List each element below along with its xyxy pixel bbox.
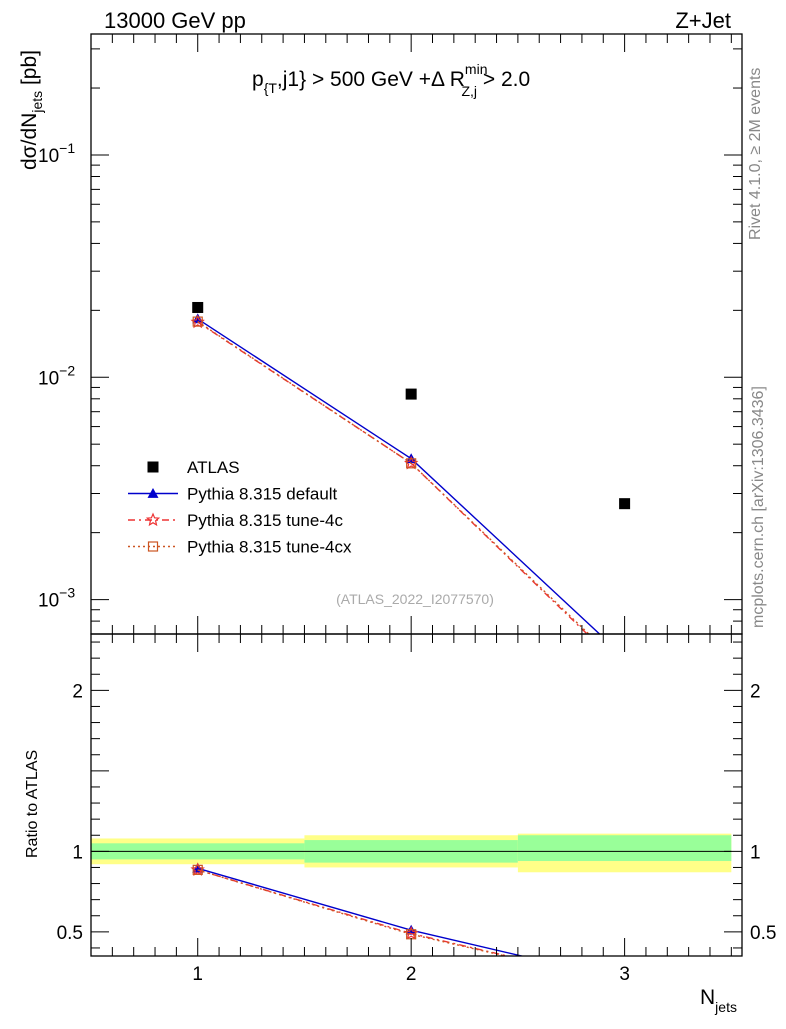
process-label: Z+Jet — [675, 8, 731, 33]
data-point — [192, 301, 204, 313]
ratio-y-tick-label-right: 1 — [750, 842, 761, 863]
legend-marker — [145, 512, 161, 527]
ratio-y-tick-label: 2 — [72, 681, 83, 702]
data-point — [620, 664, 629, 673]
ratio-panel-frame — [90, 633, 743, 957]
y-tick-label: 10−2 — [38, 362, 75, 389]
x-tick-label: 2 — [406, 964, 417, 985]
ratio-y-tick-label: 1 — [72, 842, 83, 863]
main-series-line — [197, 321, 590, 634]
energy-label: 13000 GeV pp — [104, 8, 246, 33]
legend-marker — [147, 488, 159, 498]
y-tick-label: 10−3 — [38, 585, 75, 612]
ratio-series-line — [197, 869, 511, 956]
ratio-y-tick-label-right: 0.5 — [750, 923, 776, 944]
cut-label: p{T,j1} > 500 GeV +Δ Rmin Z,j > 2.0 — [252, 61, 530, 99]
ratio-point — [192, 864, 203, 875]
data-point — [406, 458, 417, 469]
main-y-axis-label: dσ/dNjets [pb] — [18, 50, 45, 170]
uncertainty-band-inner — [517, 835, 732, 862]
legend-entry: Pythia 8.315 tune-4cx — [187, 538, 352, 557]
mcplots-label: mcplots.cern.ch [arXiv:1306.3436] — [750, 386, 767, 628]
data-point — [619, 498, 631, 510]
analysis-id: (ATLAS_2022_I2077570) — [336, 591, 494, 607]
data-point — [619, 652, 630, 662]
x-tick-label: 3 — [619, 964, 630, 985]
data-point — [192, 316, 203, 327]
data-point — [192, 313, 204, 324]
x-axis-label: Njets — [700, 986, 737, 1015]
legend-entry: Pythia 8.315 default — [187, 485, 338, 504]
x-tick-label: 1 — [192, 964, 203, 985]
legend-entry: ATLAS — [187, 458, 240, 477]
y-tick-label: 10−1 — [38, 140, 75, 167]
legend-marker — [147, 461, 159, 473]
rivet-label: Rivet 4.1.0, ≥ 2M events — [747, 68, 764, 240]
legend-entry: Pythia 8.315 tune-4c — [187, 511, 343, 530]
ratio-y-tick-label-right: 2 — [750, 681, 761, 702]
data-point — [405, 388, 417, 400]
ratio-y-tick-label: 0.5 — [57, 923, 83, 944]
data-point — [619, 664, 630, 675]
ratio-y-axis-label: Ratio to ATLAS — [24, 750, 41, 858]
legend-marker — [147, 541, 159, 552]
